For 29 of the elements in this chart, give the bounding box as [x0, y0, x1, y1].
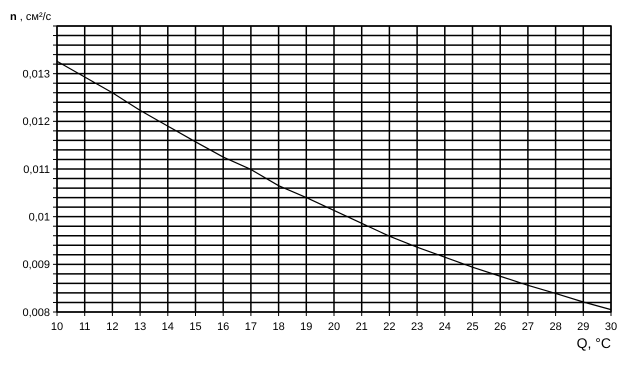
x-tick-label: 27: [522, 321, 534, 333]
x-tick-label: 28: [549, 321, 562, 333]
x-tick-label: 24: [438, 321, 451, 333]
x-tick-label: 12: [106, 321, 119, 333]
y-tick-label: 0,008: [22, 306, 50, 319]
y-tick-label: 0,013: [22, 68, 50, 81]
y-tick-label: 0,011: [23, 164, 50, 176]
y-tick-label: 0,009: [22, 259, 50, 272]
x-tick-label: 15: [189, 321, 202, 333]
y-tick-label: 0,01: [28, 212, 50, 224]
x-tick-label: 21: [356, 321, 368, 333]
x-tick-label: 16: [217, 321, 230, 333]
x-tick-label: 10: [50, 321, 64, 333]
x-tick-label: 23: [410, 321, 424, 333]
x-tick-label: 19: [300, 321, 312, 333]
x-tick-label: 25: [466, 321, 479, 333]
x-tick-label: 18: [272, 321, 285, 333]
x-tick-label: 14: [162, 321, 174, 333]
x-tick-label: 22: [383, 321, 396, 333]
x-tick-label: 30: [604, 321, 618, 333]
x-tick-label: 17: [244, 321, 258, 333]
x-tick-label: 20: [328, 321, 340, 333]
x-tick-label: 11: [78, 321, 90, 333]
x-tick-label: 13: [134, 321, 146, 333]
x-tick-label: 26: [494, 321, 506, 333]
y-axis-title: n , см²/с: [10, 11, 52, 23]
y-tick-label: 0,012: [22, 116, 50, 128]
x-tick-label: 29: [577, 321, 590, 333]
x-axis-title: Q, °C: [576, 335, 611, 351]
